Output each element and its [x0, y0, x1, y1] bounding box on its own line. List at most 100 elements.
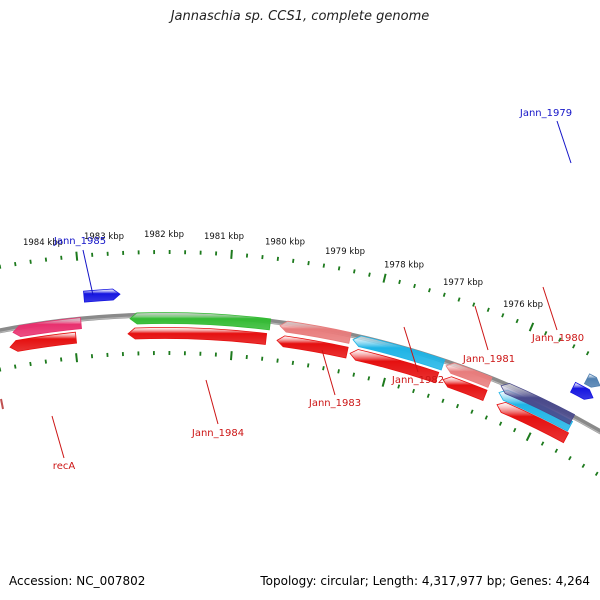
tick-mark — [540, 441, 545, 446]
tick-mark — [581, 463, 586, 469]
label-jann-1983-leader — [321, 349, 336, 396]
topology-label: Topology: circular; Length: 4,317,977 bp… — [260, 574, 590, 588]
gene-reca — [9, 331, 78, 352]
label-jann-1984: Jann_1984 — [191, 428, 244, 439]
label-jann-1981: Jann_1981 — [462, 354, 515, 365]
label-jann-1980: Jann_1980 — [531, 333, 584, 344]
tick-mark — [525, 432, 532, 442]
tick-mark — [397, 384, 401, 389]
map-title: Jannaschia sp. CCS1, complete genome — [170, 9, 430, 24]
tick-mark — [382, 273, 387, 283]
kbp-label: 1984 kbp — [23, 238, 63, 248]
gene-jann-1981 — [442, 376, 488, 401]
label-jann-1983: Jann_1983 — [308, 398, 361, 409]
label-reca-leader — [51, 415, 65, 459]
gene-jann-1982 — [349, 349, 440, 384]
label-jann-1985: Jann_1985 — [53, 236, 106, 247]
tick-mark — [353, 269, 356, 274]
tick-mark — [544, 331, 548, 336]
tick-mark — [413, 283, 416, 289]
label-jann-1979: Jann_1979 — [519, 108, 572, 119]
kbp-label: 1981 kbp — [204, 232, 244, 242]
tick-mark — [442, 292, 446, 297]
gene-jann-1980 — [496, 401, 570, 444]
tick-mark — [75, 353, 79, 363]
tick-mark — [428, 288, 431, 293]
tick-mark — [594, 471, 599, 476]
tick-mark — [501, 313, 505, 318]
tick-mark — [44, 359, 47, 364]
gene-jann-1984 — [127, 327, 268, 345]
tick-mark — [381, 377, 386, 387]
gene-reca-alt — [12, 317, 82, 338]
kbp-label: 1976 kbp — [503, 300, 543, 310]
tick-mark — [412, 388, 416, 394]
tick-mark — [352, 372, 356, 377]
tick-mark — [457, 297, 461, 302]
tick-mark — [470, 409, 474, 414]
tick-mark — [513, 427, 517, 433]
tick-mark — [322, 263, 326, 268]
label-jann-1985-leader — [82, 249, 94, 296]
label-reca: recA — [53, 461, 76, 472]
gene-jann-1982-alt — [352, 335, 446, 371]
tick-mark — [572, 344, 576, 349]
tick-mark — [486, 307, 490, 312]
tick-mark — [44, 257, 48, 262]
tick-mark — [14, 261, 17, 267]
kbp-label: 1982 kbp — [144, 230, 184, 240]
tick-mark — [441, 398, 445, 403]
gene-jann-1984-alt — [129, 312, 272, 331]
tick-mark — [368, 272, 371, 277]
tick-mark — [276, 358, 279, 363]
tick-mark — [307, 260, 310, 266]
kbp-label: 1978 kbp — [384, 261, 424, 271]
label-jann-1981-leader — [474, 305, 489, 351]
tick-mark — [292, 258, 295, 263]
edge-marker — [0, 398, 4, 410]
gene-jann-1981-alt — [445, 362, 493, 388]
label-jann-1982: Jann_1982 — [391, 375, 444, 386]
tick-mark — [585, 351, 590, 356]
tick-mark — [75, 251, 79, 261]
tick-mark — [498, 421, 503, 426]
kbp-label: 1983 kbp — [84, 232, 124, 242]
accession-label: Accession: NC_007802 — [9, 574, 146, 588]
inner-tick-ring — [0, 351, 599, 476]
tick-mark — [568, 455, 572, 461]
label-jann-1984-leader — [205, 379, 219, 425]
label-jann-1980-leader — [542, 286, 558, 331]
tick-mark — [528, 322, 535, 332]
tick-mark — [558, 337, 562, 342]
tick-mark — [230, 249, 233, 259]
tick-mark — [472, 302, 476, 307]
kbp-label: 1980 kbp — [265, 238, 305, 248]
tick-mark — [484, 415, 488, 420]
tick-mark — [13, 364, 17, 369]
label-jann-1982-leader — [403, 326, 419, 373]
tick-mark — [367, 376, 371, 381]
gene-jann-1979 — [569, 381, 594, 400]
kbp-label: 1979 kbp — [325, 247, 365, 257]
tick-mark — [337, 369, 340, 374]
tick-mark — [515, 318, 519, 324]
tick-mark — [398, 279, 401, 285]
gene-jann-1983-alt — [279, 320, 352, 344]
kbp-label: 1977 kbp — [443, 278, 483, 288]
gene-jann-1983 — [276, 335, 349, 359]
tick-mark — [455, 403, 460, 409]
tick-mark — [29, 361, 32, 367]
gene-jann-1979-alt — [583, 373, 600, 388]
tick-mark — [229, 351, 233, 361]
tick-mark — [426, 393, 430, 398]
label-jann-1979-leader — [556, 120, 572, 164]
tick-mark — [29, 259, 32, 264]
tick-mark — [306, 363, 310, 368]
tick-mark — [322, 366, 325, 371]
tick-mark — [554, 448, 559, 453]
gene-jann-1985 — [83, 288, 121, 303]
gene-jann-1980-small — [500, 383, 576, 425]
tick-mark — [337, 266, 341, 271]
tick-mark — [291, 360, 295, 366]
